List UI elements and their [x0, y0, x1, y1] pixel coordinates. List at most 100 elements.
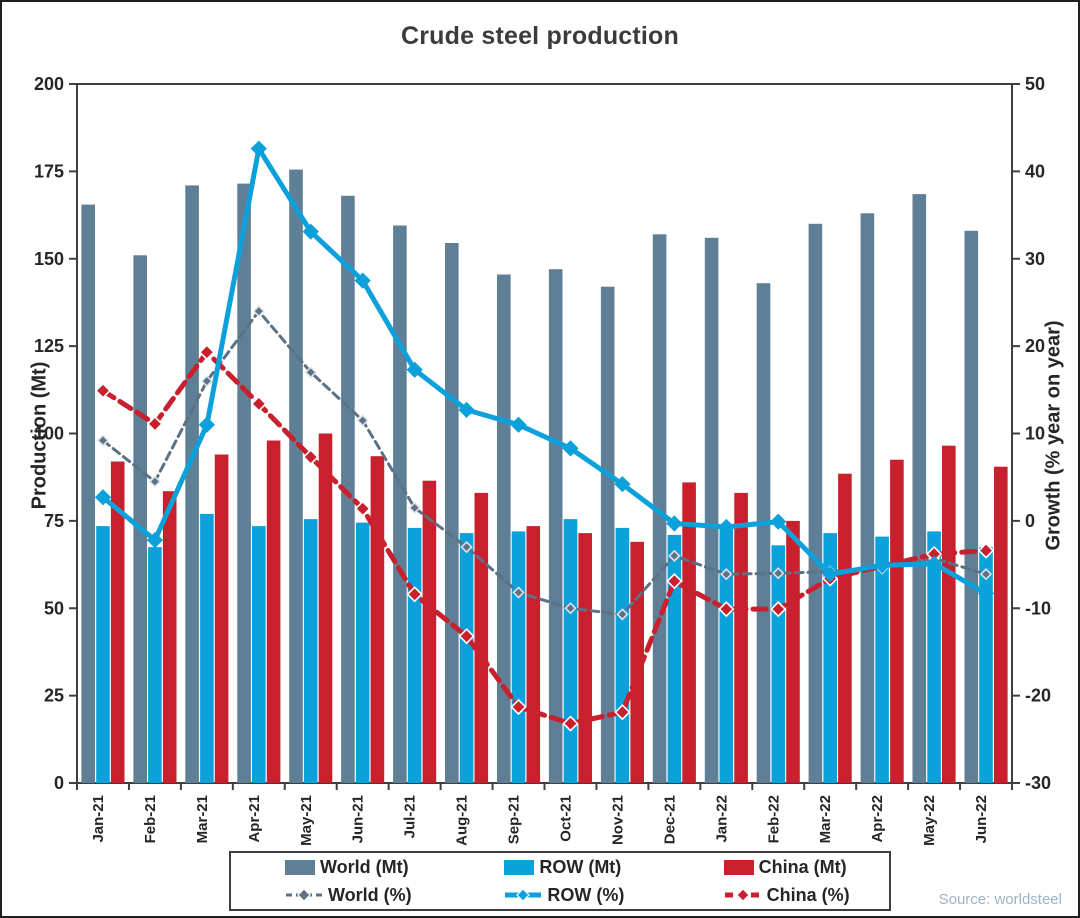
line-marker-diamond — [408, 501, 421, 514]
x-axis-label: Dec-21 — [661, 795, 678, 844]
bar — [341, 195, 355, 784]
bar — [497, 274, 511, 783]
chart-title: Crude steel production — [400, 22, 680, 50]
line-marker-diamond — [822, 566, 839, 583]
legend-item-row-mt: ROW (Mt) — [450, 857, 669, 878]
x-axis-label: Aug-21 — [454, 795, 471, 846]
source-note: Source: worldsteel — [938, 891, 1062, 908]
right-axis-tick-label: 30 — [1025, 249, 1045, 269]
left-axis-title: Production (Mt) — [28, 361, 51, 510]
line-marker-diamond — [250, 395, 267, 412]
bar — [422, 480, 437, 783]
bar — [96, 526, 110, 783]
line-marker-diamond — [200, 374, 213, 388]
legend: World (Mt) ROW (Mt) China (Mt) World (%)… — [229, 851, 891, 911]
china-bar-swatch — [723, 859, 754, 875]
line-marker-diamond — [718, 518, 735, 536]
right-axis-tick-label: 10 — [1025, 424, 1045, 444]
right-axis-tick-label: 50 — [1025, 74, 1045, 94]
line-marker-diamond — [148, 475, 162, 488]
x-axis-label: Mar-22 — [817, 795, 834, 843]
bar — [942, 445, 956, 783]
bar — [860, 213, 875, 784]
line-marker-diamond — [94, 382, 112, 399]
line-marker-diamond — [668, 549, 681, 562]
bar — [964, 230, 979, 784]
line-marker-diamond — [354, 500, 371, 517]
x-axis-label: Jun-22 — [973, 795, 990, 843]
bar — [979, 547, 993, 783]
bar — [719, 527, 734, 783]
bar — [563, 519, 578, 783]
bar — [630, 541, 644, 783]
bar — [548, 269, 563, 783]
bar — [682, 482, 696, 783]
line-marker-diamond — [406, 361, 423, 378]
bar — [890, 459, 904, 783]
bar — [994, 466, 1008, 783]
bar-series-world-mt- — [81, 169, 979, 784]
x-axis-label: Oct-21 — [557, 795, 574, 842]
legend-item-world-pct: World (%) — [231, 885, 450, 906]
x-axis-label: Apr-21 — [246, 795, 263, 843]
line-marker-diamond — [458, 628, 475, 645]
line-marker-diamond — [666, 573, 683, 590]
legend-label: ROW (Mt) — [539, 856, 622, 877]
legend-item-china-mt: China (Mt) — [670, 857, 889, 878]
x-axis-label: Jun-21 — [350, 795, 367, 843]
line-series-china- — [94, 344, 995, 732]
line-marker-diamond — [564, 602, 577, 615]
legend-label: China (%) — [766, 884, 850, 905]
line-marker-diamond — [96, 434, 110, 447]
line-marker-diamond — [720, 568, 733, 581]
line-marker-diamond — [250, 140, 267, 157]
line-marker-diamond — [977, 542, 995, 559]
trend-line — [100, 349, 989, 727]
bar — [615, 527, 630, 783]
bar — [148, 547, 162, 783]
left-axis-tick-label: 200 — [34, 74, 64, 94]
line-marker-diamond — [977, 585, 995, 602]
right-axis-tick-label: 40 — [1025, 161, 1045, 181]
line-marker-diamond — [302, 448, 319, 466]
right-axis-tick-label: 20 — [1025, 336, 1045, 356]
line-marker-diamond — [616, 608, 629, 621]
left-axis-tick-label: 150 — [34, 249, 64, 269]
legend-item-china-pct: China (%) — [670, 885, 889, 906]
right-axis-tick-label: -30 — [1025, 773, 1051, 793]
legend-label: ROW (%) — [547, 884, 625, 905]
bar — [511, 531, 526, 783]
bar — [823, 533, 837, 783]
line-series-row- — [94, 140, 995, 602]
line-marker-diamond — [146, 415, 164, 433]
bar — [838, 473, 852, 783]
bar — [912, 194, 927, 784]
line-marker-diamond — [354, 272, 371, 289]
world-bar-swatch — [285, 859, 315, 875]
x-axis-label: Feb-22 — [765, 795, 782, 843]
bar — [162, 491, 177, 783]
x-axis-label: Jan-22 — [713, 795, 730, 843]
bar-series-row-mt- — [96, 513, 993, 783]
bar — [734, 492, 748, 783]
x-axis-label: Jan-21 — [90, 795, 107, 843]
row-line-swatch — [505, 888, 542, 902]
bar-series-china-mt- — [110, 433, 1008, 783]
line-series-world- — [96, 305, 993, 621]
bar — [185, 185, 199, 783]
bar — [875, 536, 889, 783]
legend-label: China (Mt) — [758, 856, 847, 877]
line-marker-diamond — [356, 414, 369, 427]
bar — [786, 520, 800, 783]
line-marker-diamond — [252, 305, 265, 318]
right-axis-tick-label: 0 — [1025, 511, 1035, 531]
right-axis-title: Growth (% year on year) — [1042, 320, 1065, 551]
x-axis-label: May-21 — [298, 795, 315, 846]
bar — [81, 204, 95, 784]
bar — [252, 526, 266, 783]
x-axis-label: Apr-22 — [869, 795, 886, 843]
bar — [526, 526, 541, 783]
left-axis-tick-label: 100 — [34, 424, 64, 444]
bar — [704, 237, 719, 784]
